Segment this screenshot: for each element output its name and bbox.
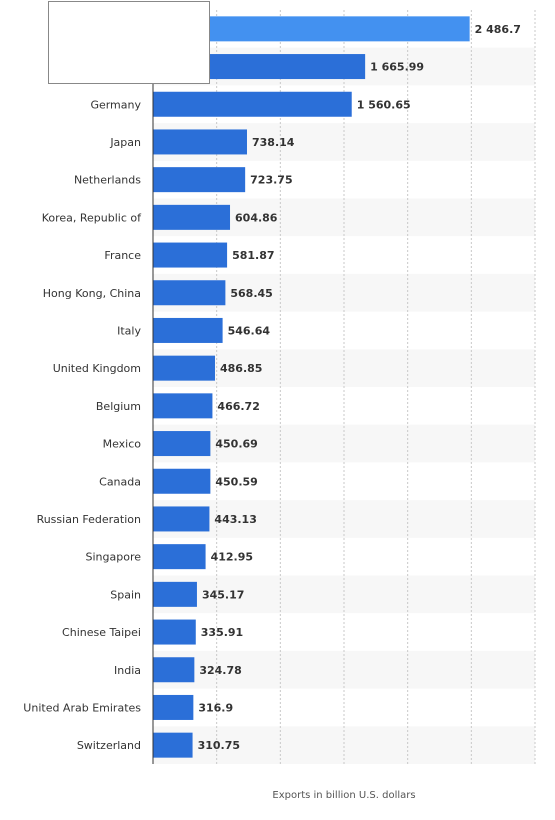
value-label: 310.75 [198, 739, 240, 752]
value-labels: 2 486.7 1 665.99 1 560.65 738.14 723.75 604.8… [198, 23, 521, 752]
category-label: Canada [99, 475, 141, 488]
bar [153, 506, 210, 532]
bar [153, 468, 211, 494]
bar [153, 732, 193, 758]
bar [153, 393, 213, 419]
bar [153, 242, 228, 268]
value-label: 581.87 [232, 249, 274, 262]
category-label: Italy [117, 324, 141, 337]
category-labels: UnitedGermanyJapanNetherlandsKorea, Repu… [23, 61, 142, 753]
value-label: 723.75 [250, 174, 292, 187]
category-label: Korea, Republic of [42, 211, 142, 224]
value-label: 466.72 [217, 400, 259, 413]
value-label: 324.78 [199, 664, 241, 677]
bar [153, 619, 196, 645]
bar [153, 355, 215, 381]
category-label: United Kingdom [53, 362, 141, 375]
bar [153, 167, 246, 193]
value-label: 316.9 [198, 701, 233, 714]
category-label: Hong Kong, China [43, 287, 141, 300]
value-label: 568.45 [230, 287, 272, 300]
category-label: Singapore [86, 551, 142, 564]
category-label: Mexico [103, 438, 142, 451]
value-label: 486.85 [220, 362, 262, 375]
bar [153, 581, 197, 607]
value-label: 345.17 [202, 588, 244, 601]
category-label: Switzerland [77, 739, 141, 752]
value-label: 738.14 [252, 136, 295, 149]
overlay-box [48, 1, 210, 84]
value-label: 335.91 [201, 626, 243, 639]
bars [153, 16, 470, 758]
value-label: 450.69 [215, 438, 257, 451]
category-label: Chinese Taipei [62, 626, 141, 639]
category-label: Germany [90, 98, 141, 111]
category-label: Spain [110, 588, 141, 601]
value-label: 450.59 [215, 475, 257, 488]
category-label: France [104, 249, 141, 262]
x-axis-title: Exports in billion U.S. dollars [272, 790, 416, 801]
bar [153, 280, 226, 306]
category-label: United Arab Emirates [23, 701, 141, 714]
category-label: Japan [109, 136, 141, 149]
value-label: 1 665.99 [370, 61, 424, 74]
value-label: 604.86 [235, 211, 278, 224]
value-label: 412.95 [211, 551, 253, 564]
value-label: 1 560.65 [357, 98, 411, 111]
bar [153, 431, 211, 457]
category-label: India [114, 664, 141, 677]
value-label: 443.13 [214, 513, 256, 526]
value-label: 2 486.7 [475, 23, 521, 36]
category-label: Netherlands [74, 174, 141, 187]
bar [153, 129, 247, 155]
bar [153, 91, 352, 117]
bar [153, 204, 231, 230]
bar [153, 317, 223, 343]
row-stripe [153, 726, 535, 764]
category-label: Russian Federation [37, 513, 141, 526]
bar [153, 544, 206, 570]
bar [153, 657, 195, 683]
bar [153, 694, 194, 720]
category-label: Belgium [96, 400, 141, 413]
value-label: 546.64 [228, 324, 271, 337]
